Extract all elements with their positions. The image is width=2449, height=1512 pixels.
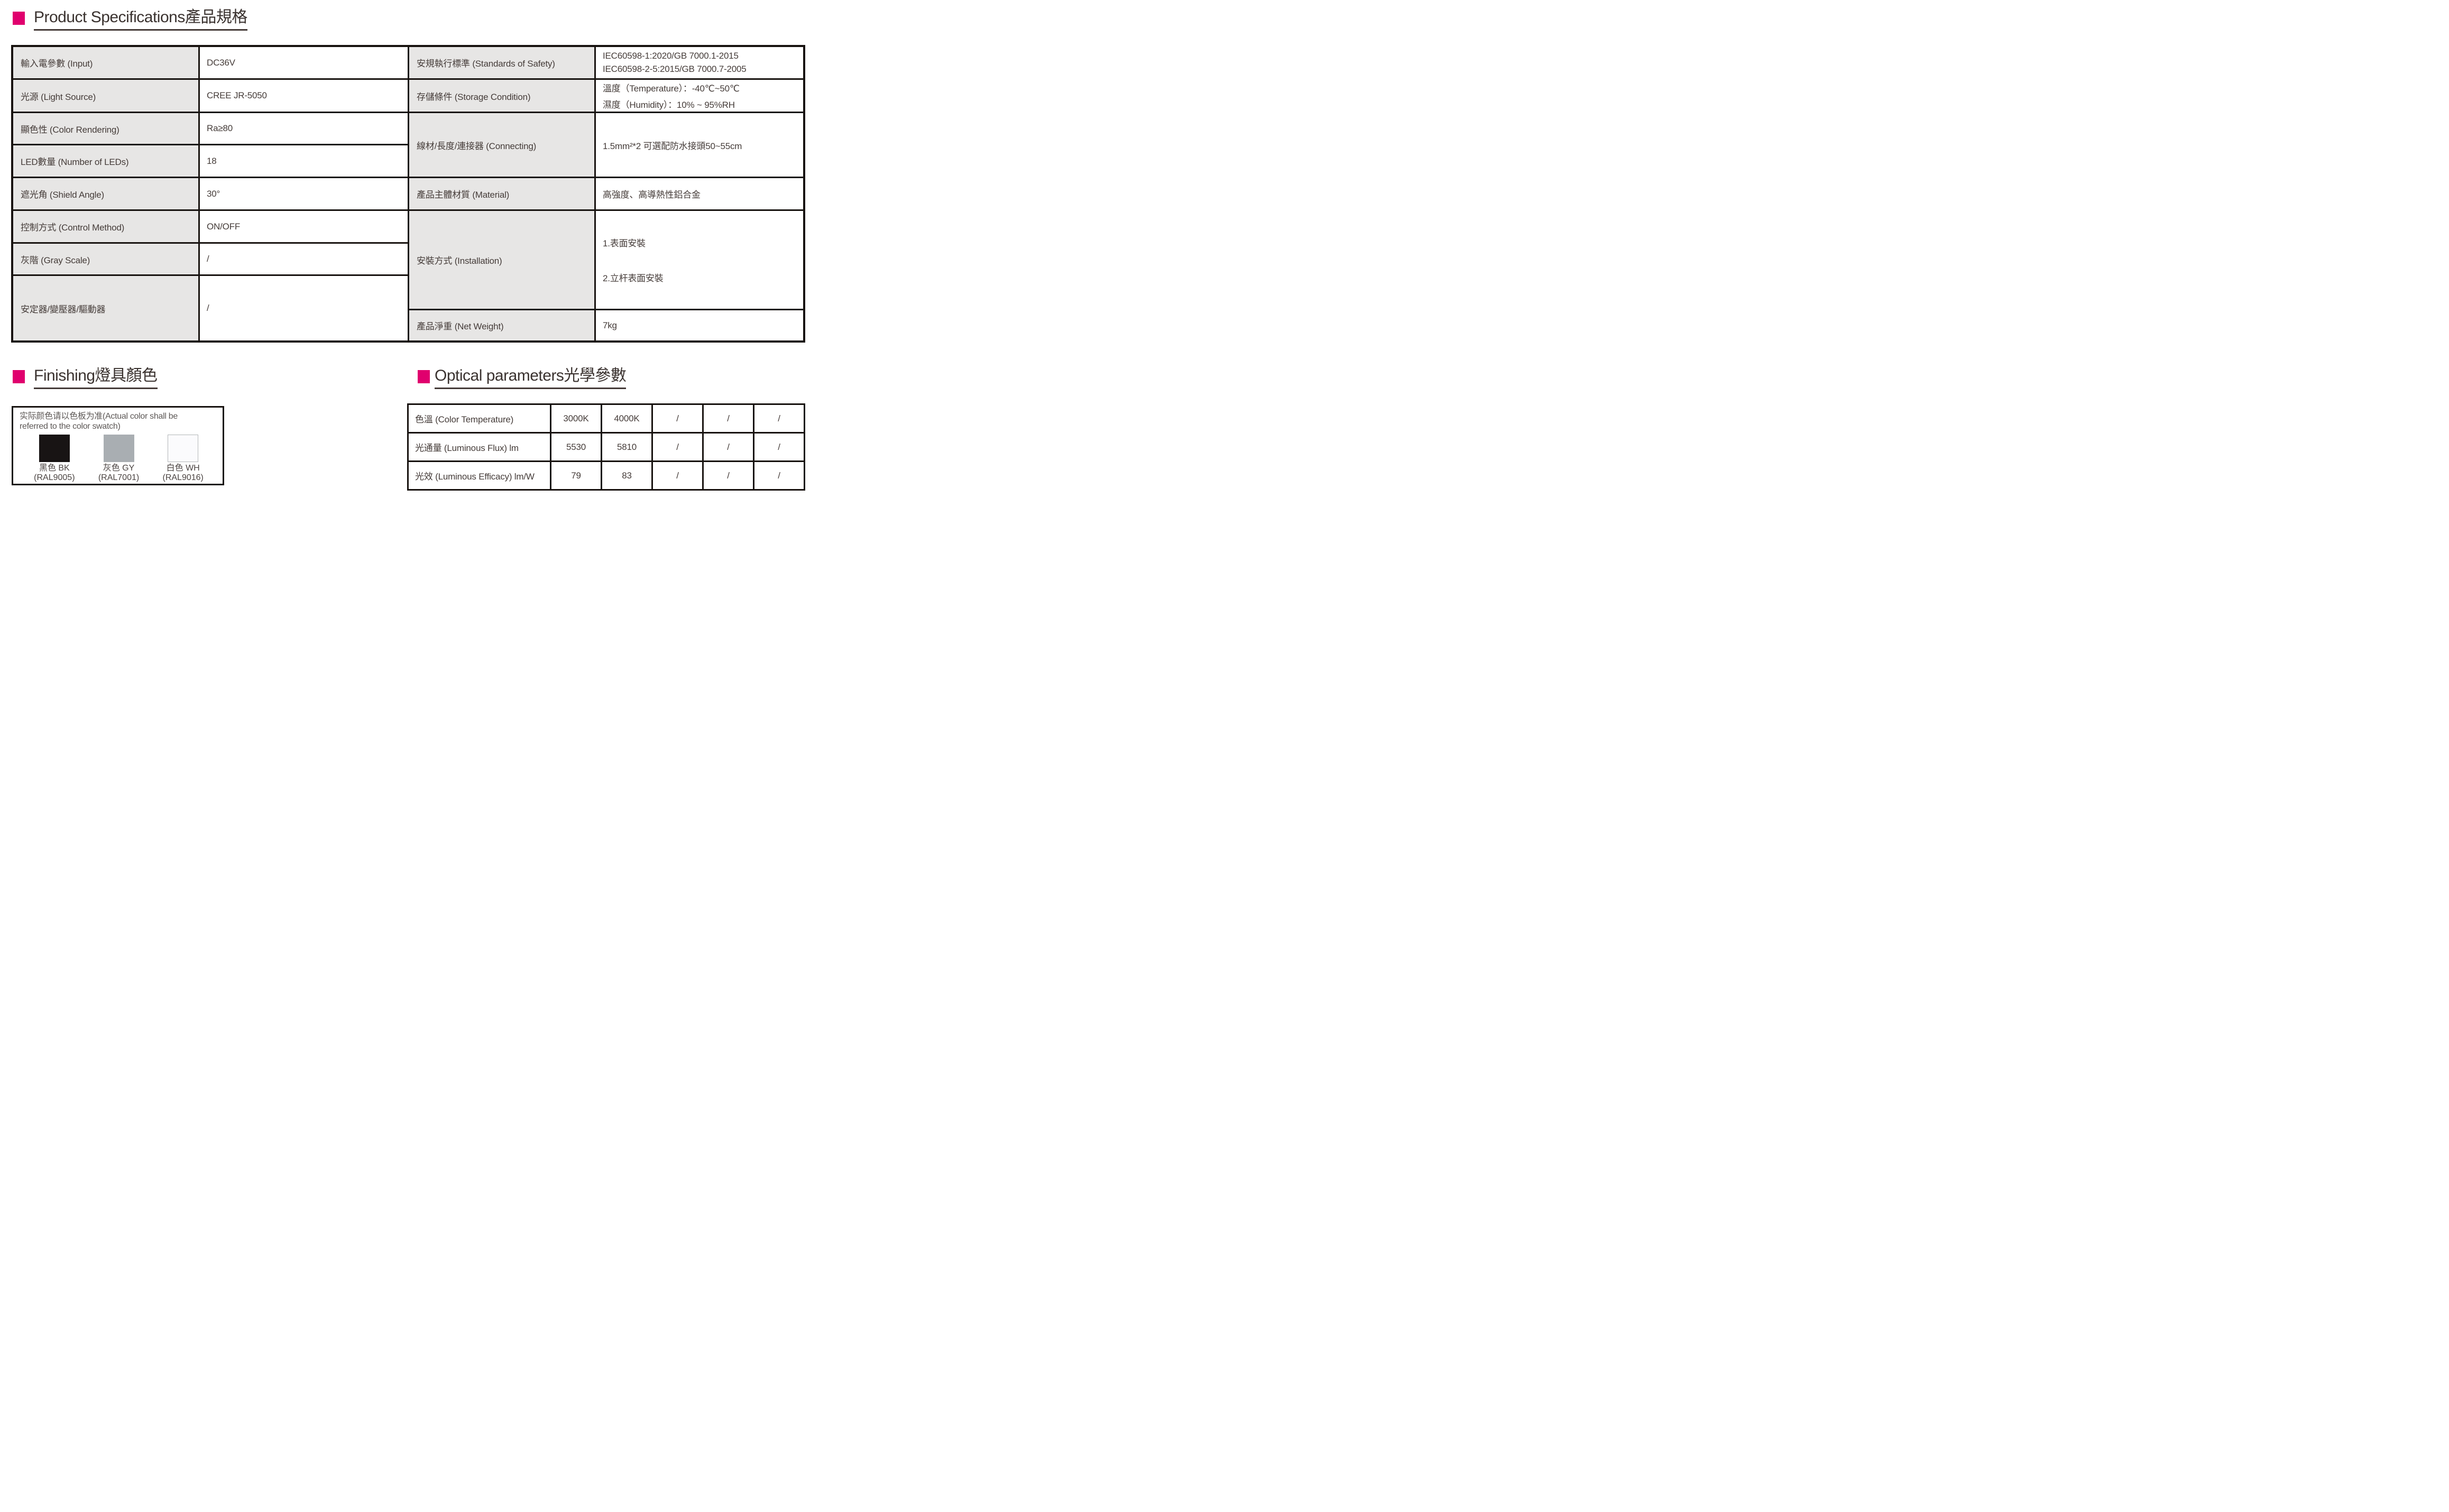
color-note-line-2: referred to the color swatch) (20, 422, 121, 431)
swatch-black: 黑色 BK (RAL9005) (24, 435, 85, 483)
accent-square-finishing (13, 370, 25, 383)
safety-standard-line-2: IEC60598-2-5:2015/GB 7000.7-2005 (603, 64, 747, 74)
swatch-black-ral: (RAL9005) (34, 473, 75, 482)
optical-value-ct-1: 3000K (551, 405, 601, 432)
gray-color-swatch (103, 435, 134, 462)
installation-line-1: 1.表面安裝 (603, 238, 646, 248)
swatch-white-name: 白色 WH (166, 464, 200, 473)
swatch-white-ral: (RAL9016) (162, 473, 204, 482)
spec-table: 輸入電參數 (Input) 光源 (Light Source) 顯色性 (Col… (11, 45, 805, 343)
optical-value-flux-1: 5530 (551, 434, 601, 460)
optical-table: 色溫 (Color Temperature) 3000K 4000K / / /… (407, 403, 805, 491)
spec-value-installation: 1.表面安裝 2.立杆表面安裝 (596, 211, 803, 309)
spec-label-connecting: 線材/長度/連接器 (Connecting) (409, 113, 594, 177)
optical-value-ct-4: / (704, 405, 753, 432)
optical-label-color-temperature: 色溫 (Color Temperature) (409, 405, 550, 432)
spec-value-shield-angle: 30° (200, 178, 408, 209)
white-color-swatch (168, 435, 199, 462)
safety-standard-line-1: IEC60598-1:2020/GB 7000.1-2015 (603, 51, 739, 61)
spec-value-material: 高強度、高導熱性鋁合金 (596, 178, 803, 209)
swatch-gray-ral: (RAL7001) (98, 473, 140, 482)
storage-temperature-line: 溫度（Temperature）：-40℃~50℃ (603, 84, 740, 94)
swatch-gray: 灰色 GY (RAL7001) (89, 435, 149, 483)
spec-value-input: DC36V (200, 47, 408, 78)
spec-value-led-count: 18 (200, 145, 408, 177)
spec-label-color-rendering: 顯色性 (Color Rendering) (13, 113, 198, 144)
spec-value-connecting: 1.5mm²*2 可選配防水接頭50~55cm (596, 113, 803, 177)
spec-value-storage-condition: 溫度（Temperature）：-40℃~50℃ 濕度（Humidity）：10… (596, 80, 803, 112)
optical-value-flux-3: / (653, 434, 702, 460)
swatch-row: 黑色 BK (RAL9005) 灰色 GY (RAL7001) 白色 WH (R… (20, 435, 217, 483)
optical-section-title: Optical parameters光學參數 (435, 367, 627, 389)
spec-sheet-page: Product Specifications產品規格 輸入電參數 (Input)… (0, 0, 816, 504)
spec-label-input: 輸入電參數 (Input) (13, 47, 198, 78)
spec-value-net-weight: 7kg (596, 310, 803, 340)
optical-value-efficacy-2: 83 (602, 462, 651, 489)
spec-value-driver: / (200, 276, 408, 340)
swatch-black-name: 黑色 BK (39, 464, 70, 473)
black-color-swatch (39, 435, 70, 462)
spec-label-gray-scale: 灰階 (Gray Scale) (13, 244, 198, 274)
spec-label-led-count: LED數量 (Number of LEDs) (13, 145, 198, 177)
optical-value-flux-2: 5810 (602, 434, 651, 460)
spec-value-gray-scale: / (200, 244, 408, 274)
swatch-gray-name: 灰色 GY (103, 464, 135, 473)
specs-section-title: Product Specifications產品規格 (34, 8, 247, 31)
optical-value-efficacy-3: / (653, 462, 702, 489)
optical-value-efficacy-5: / (754, 462, 804, 489)
spec-label-storage-condition: 存儲條件 (Storage Condition) (409, 80, 594, 112)
spec-value-safety-standards: IEC60598-1:2020/GB 7000.1-2015 IEC60598-… (596, 47, 803, 78)
optical-value-flux-5: / (754, 434, 804, 460)
spec-label-net-weight: 產品淨重 (Net Weight) (409, 310, 594, 340)
accent-square-optical (418, 370, 430, 383)
spec-label-material: 產品主體材質 (Material) (409, 178, 594, 209)
optical-value-flux-4: / (704, 434, 753, 460)
optical-value-ct-3: / (653, 405, 702, 432)
spec-value-light-source: CREE JR-5050 (200, 80, 408, 112)
accent-square-specs (13, 12, 25, 25)
spec-label-light-source: 光源 (Light Source) (13, 80, 198, 112)
optical-label-luminous-efficacy: 光效 (Luminous Efficacy) lm/W (409, 462, 550, 489)
optical-label-luminous-flux: 光通量 (Luminous Flux) lm (409, 434, 550, 460)
spec-label-installation: 安裝方式 (Installation) (409, 211, 594, 309)
spec-label-control-method: 控制方式 (Control Method) (13, 211, 198, 242)
swatch-white: 白色 WH (RAL9016) (153, 435, 213, 483)
spec-label-driver: 安定器/變壓器/驅動器 (13, 276, 198, 340)
storage-humidity-line: 濕度（Humidity）：10% ~ 95%RH (603, 100, 735, 110)
finishing-color-box: 实际颜色请以色板为准(Actual color shall be referre… (12, 406, 224, 485)
optical-value-efficacy-1: 79 (551, 462, 601, 489)
spec-value-control-method: ON/OFF (200, 211, 408, 242)
spec-value-color-rendering: Ra≥80 (200, 113, 408, 144)
optical-value-efficacy-4: / (704, 462, 753, 489)
color-note-line-1: 实际颜色请以色板为准(Actual color shall be (20, 412, 178, 421)
finishing-section-title: Finishing燈具顏色 (34, 367, 158, 389)
spec-label-shield-angle: 遮光角 (Shield Angle) (13, 178, 198, 209)
optical-value-ct-5: / (754, 405, 804, 432)
spec-label-safety-standards: 安規執行標準 (Standards of Safety) (409, 47, 594, 78)
installation-line-2: 2.立杆表面安裝 (603, 273, 664, 283)
optical-value-ct-2: 4000K (602, 405, 651, 432)
